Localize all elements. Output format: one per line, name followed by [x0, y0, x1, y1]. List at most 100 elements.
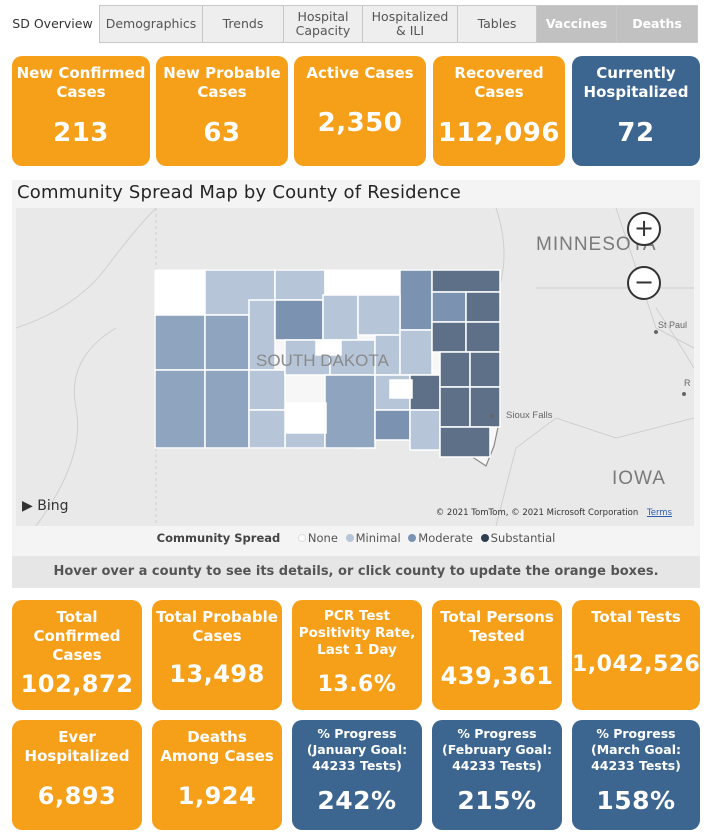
bing-logo: ▶ Bing [22, 498, 69, 514]
kpi-progress-march: % Progress (March Goal: 44233 Tests) 158… [572, 720, 700, 830]
kpi-value: 102,872 [20, 670, 134, 698]
city-dot [654, 330, 658, 334]
kpi-progress-february: % Progress (February Goal: 44233 Tests) … [432, 720, 562, 830]
zoom-out-button[interactable]: − [627, 266, 661, 300]
kpi-label: Total Tests [591, 608, 681, 626]
tab-deaths[interactable]: Deaths [616, 5, 698, 43]
terms-link[interactable]: Terms [646, 508, 672, 518]
kpi-value: 439,361 [440, 662, 554, 690]
kpi-new-confirmed-cases: New Confirmed Cases 213 [12, 56, 150, 166]
kpi-value: 13,498 [169, 660, 265, 688]
tab-label: Tables [477, 16, 517, 31]
kpi-value: 213 [53, 118, 109, 148]
kpi-total-tests: Total Tests 1,042,526 [572, 600, 700, 710]
tab-hospital-capacity[interactable]: Hospital Capacity [283, 5, 363, 43]
tab-label: Vaccines [545, 16, 608, 31]
kpi-total-probable-cases: Total Probable Cases 13,498 [152, 600, 282, 710]
zoom-in-button[interactable]: + [627, 212, 661, 246]
county[interactable] [204, 314, 250, 371]
tab-label: SD Overview [12, 16, 93, 31]
kpi-label: Total Confirmed Cases [33, 608, 121, 664]
legend-substantial: Substantial [490, 531, 556, 545]
kpi-label: New Probable Cases [163, 64, 281, 101]
county-polygons [154, 269, 501, 458]
legend-dot-none [297, 534, 306, 542]
kpi-value: 112,096 [438, 118, 560, 148]
map-legend: Community Spread None Minimal Moderate S… [12, 531, 700, 545]
county[interactable] [465, 321, 501, 353]
legend-dot-moderate [408, 534, 417, 542]
county[interactable] [374, 334, 401, 376]
map-hint: Hover over a county to see its details, … [12, 556, 700, 588]
county[interactable] [248, 369, 286, 411]
plus-icon: + [633, 214, 655, 242]
tab-vaccines[interactable]: Vaccines [536, 5, 617, 43]
city-dot [490, 414, 494, 418]
county[interactable] [469, 351, 501, 388]
county[interactable] [431, 291, 467, 323]
legend-minimal: Minimal [355, 531, 401, 545]
kpi-value: 72 [617, 118, 655, 148]
county[interactable] [248, 409, 286, 449]
map-title: Community Spread Map by County of Reside… [17, 182, 462, 203]
county[interactable] [409, 374, 441, 411]
county[interactable] [439, 386, 471, 428]
iowa-label: IOWA [612, 468, 666, 489]
county[interactable] [409, 409, 441, 451]
county[interactable] [154, 369, 206, 449]
county[interactable] [322, 294, 359, 341]
kpi-progress-january: % Progress (January Goal: 44233 Tests) 2… [292, 720, 422, 830]
st-paul-label: St Paul [658, 320, 687, 330]
county[interactable] [439, 351, 471, 388]
tab-sd-overview[interactable]: SD Overview [5, 5, 100, 43]
county[interactable] [204, 369, 250, 449]
county[interactable] [399, 269, 433, 331]
county[interactable] [357, 294, 401, 336]
county[interactable] [285, 402, 327, 434]
legend-dot-minimal [345, 534, 354, 542]
map-background-lines [16, 208, 694, 526]
county[interactable] [431, 321, 467, 353]
county[interactable] [324, 374, 376, 449]
bing-label: Bing [37, 498, 69, 514]
county[interactable] [274, 269, 326, 301]
tab-tables[interactable]: Tables [457, 5, 537, 43]
county[interactable] [324, 269, 401, 296]
tab-label: Hospital Capacity [295, 9, 351, 38]
county-map[interactable]: SOUTH DAKOTA MINNESOTA IOWA Sioux Falls … [16, 208, 694, 526]
kpi-value: 242% [317, 786, 397, 815]
legend-none: None [307, 531, 338, 545]
county[interactable] [374, 409, 411, 441]
kpi-label: Total Probable Cases [156, 608, 278, 645]
legend-moderate: Moderate [418, 531, 473, 545]
county[interactable] [465, 291, 501, 323]
sioux-falls-label: Sioux Falls [506, 410, 553, 421]
county[interactable] [154, 314, 206, 371]
tab-demographics[interactable]: Demographics [99, 5, 203, 43]
tab-hospitalized-ili[interactable]: Hospitalized & ILI [362, 5, 458, 43]
city-dot [682, 392, 686, 396]
county[interactable] [315, 339, 342, 356]
tab-trends[interactable]: Trends [202, 5, 284, 43]
county[interactable] [154, 269, 206, 316]
legend-title: Community Spread [156, 531, 281, 545]
kpi-recovered-cases: Recovered Cases 112,096 [433, 56, 565, 166]
county[interactable] [274, 299, 324, 341]
kpi-value: 1,042,526 [572, 652, 701, 677]
kpi-label: Ever Hospitalized [24, 728, 130, 765]
tab-label: Hospitalized & ILI [371, 9, 449, 38]
county-map-svg: SOUTH DAKOTA MINNESOTA IOWA Sioux Falls … [16, 208, 694, 526]
county[interactable] [439, 426, 491, 458]
tab-label: Demographics [105, 16, 197, 31]
county[interactable] [204, 269, 276, 316]
kpi-label: Total Persons Tested [440, 608, 554, 645]
legend-dot-substantial [480, 534, 489, 542]
kpi-value: 63 [203, 118, 241, 148]
county[interactable] [431, 269, 501, 293]
county[interactable] [469, 386, 501, 428]
kpi-deaths-among-cases: Deaths Among Cases 1,924 [152, 720, 282, 830]
kpi-value: 215% [457, 786, 537, 815]
county[interactable] [399, 329, 433, 376]
tab-label: Deaths [632, 16, 682, 31]
county[interactable] [389, 379, 413, 399]
